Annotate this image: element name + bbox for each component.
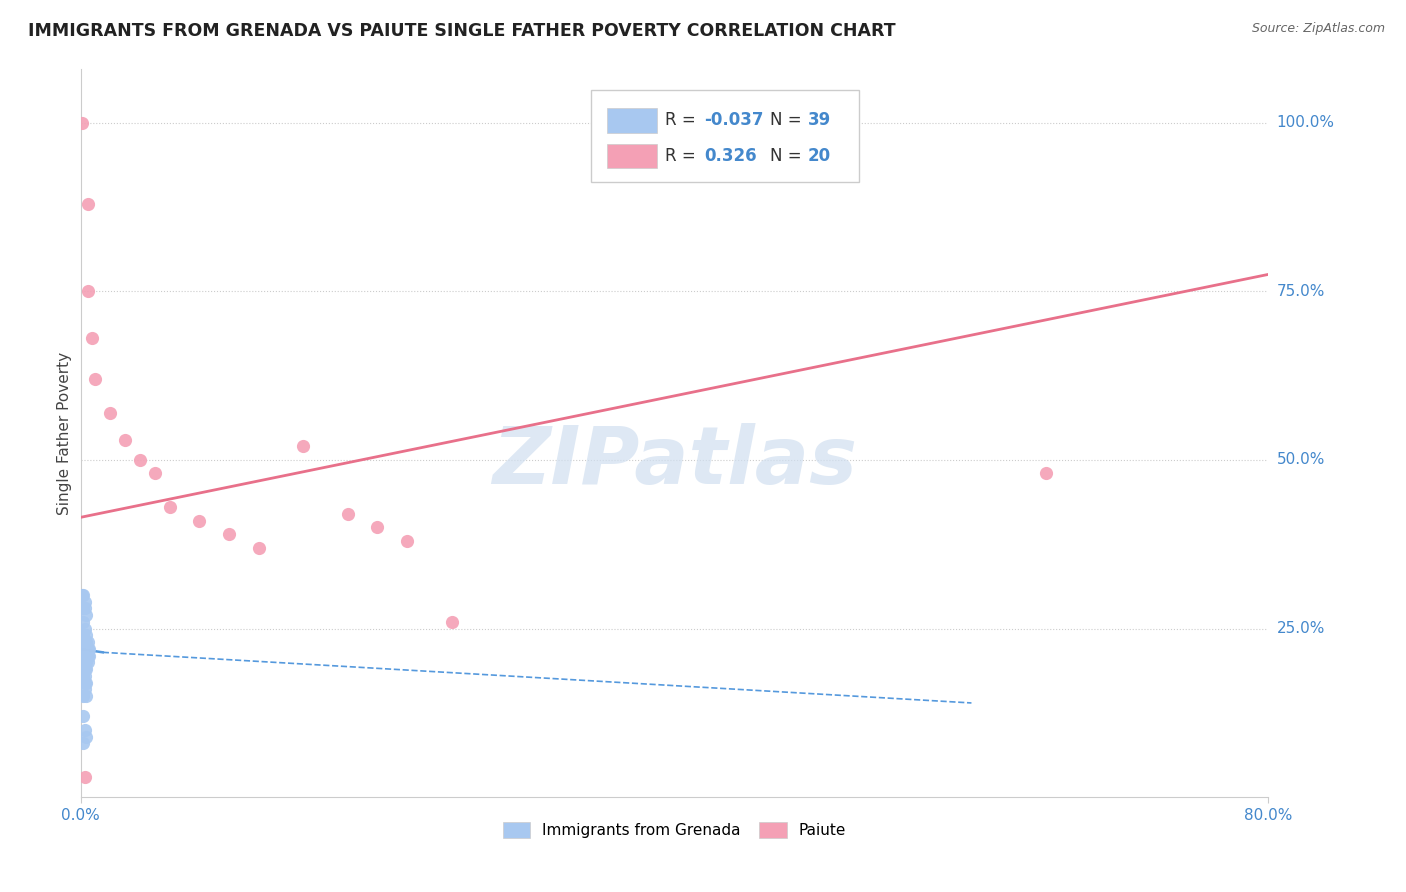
Point xyxy=(84,372,107,386)
Point xyxy=(79,642,101,657)
Point xyxy=(75,656,97,670)
Point xyxy=(77,196,100,211)
FancyBboxPatch shape xyxy=(607,144,657,169)
Point xyxy=(75,690,97,704)
Legend: Immigrants from Grenada, Paiute: Immigrants from Grenada, Paiute xyxy=(496,816,852,845)
Point xyxy=(77,285,100,299)
Text: -0.037: -0.037 xyxy=(704,112,763,129)
Point xyxy=(73,675,96,690)
Point xyxy=(114,433,136,447)
Point xyxy=(75,662,97,676)
Point xyxy=(98,406,121,420)
Text: 20: 20 xyxy=(807,147,831,165)
Point xyxy=(73,662,96,676)
Point xyxy=(129,453,152,467)
Point xyxy=(70,642,93,657)
Point xyxy=(72,588,94,602)
Point xyxy=(75,642,97,657)
Point xyxy=(73,648,96,663)
Text: R =: R = xyxy=(665,147,702,165)
Point xyxy=(72,709,94,723)
Text: ZIPatlas: ZIPatlas xyxy=(492,423,858,501)
Text: 75.0%: 75.0% xyxy=(1277,284,1324,299)
Point xyxy=(73,656,96,670)
Text: N =: N = xyxy=(769,112,807,129)
Text: R =: R = xyxy=(665,112,702,129)
Point xyxy=(73,622,96,636)
Point xyxy=(218,527,240,541)
Text: 50.0%: 50.0% xyxy=(1277,452,1324,467)
Point xyxy=(72,615,94,629)
Point xyxy=(188,514,211,528)
Text: 25.0%: 25.0% xyxy=(1277,621,1324,636)
Text: 100.0%: 100.0% xyxy=(1277,115,1334,130)
Y-axis label: Single Father Poverty: Single Father Poverty xyxy=(58,351,72,515)
Point xyxy=(159,500,181,515)
Point xyxy=(396,533,419,548)
Point xyxy=(75,675,97,690)
FancyBboxPatch shape xyxy=(607,108,657,133)
Text: IMMIGRANTS FROM GRENADA VS PAIUTE SINGLE FATHER POVERTY CORRELATION CHART: IMMIGRANTS FROM GRENADA VS PAIUTE SINGLE… xyxy=(28,22,896,40)
Point xyxy=(70,115,93,129)
Point xyxy=(72,669,94,683)
Point xyxy=(73,595,96,609)
Point xyxy=(72,656,94,670)
Point xyxy=(1035,467,1057,481)
Point xyxy=(75,648,97,663)
Point xyxy=(70,588,93,602)
Text: Source: ZipAtlas.com: Source: ZipAtlas.com xyxy=(1251,22,1385,36)
Point xyxy=(73,723,96,737)
Point xyxy=(75,608,97,623)
Point xyxy=(73,601,96,615)
Point xyxy=(72,736,94,750)
Text: N =: N = xyxy=(769,147,807,165)
Point xyxy=(72,628,94,642)
Text: 39: 39 xyxy=(807,112,831,129)
Point xyxy=(82,331,104,345)
Point xyxy=(73,669,96,683)
Point xyxy=(72,690,94,704)
FancyBboxPatch shape xyxy=(592,90,859,181)
Point xyxy=(75,628,97,642)
Text: 0.326: 0.326 xyxy=(704,147,756,165)
Point xyxy=(143,467,166,481)
Point xyxy=(73,770,96,784)
Point xyxy=(77,635,100,649)
Point xyxy=(75,730,97,744)
Point xyxy=(77,656,100,670)
Point xyxy=(75,635,97,649)
Point xyxy=(336,507,359,521)
Point xyxy=(77,642,100,657)
Point xyxy=(72,601,94,615)
Point xyxy=(79,648,101,663)
Point xyxy=(292,440,315,454)
Point xyxy=(73,682,96,697)
Point xyxy=(77,648,100,663)
Point xyxy=(73,635,96,649)
Point xyxy=(247,541,270,555)
Point xyxy=(73,642,96,657)
Point xyxy=(366,520,388,534)
Point xyxy=(440,615,463,629)
